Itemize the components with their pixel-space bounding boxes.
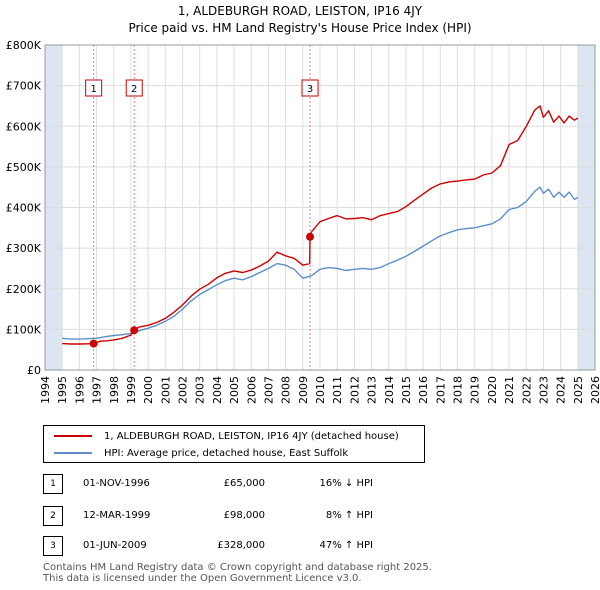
y-tick-label: £600K (6, 120, 42, 133)
price-chart: £0 £100K £200K £300K £400K £500K £600K £700K £80… (6, 39, 600, 404)
purchase-label-box (125, 79, 143, 97)
y-tick-label: £100K (6, 323, 42, 336)
transaction-badge: 3 (43, 536, 63, 556)
x-tick-label: 1995 (56, 376, 69, 404)
footer-copyright: Contains HM Land Registry data © Crown c… (43, 562, 432, 573)
x-tick-label: 2022 (520, 376, 533, 404)
legend: 1, ALDEBURGH ROAD, LEISTON, IP16 4JY (de… (43, 425, 425, 463)
transaction-row-1: 1 01-NOV-1996 £65,000 16% ↓ HPI (43, 474, 463, 494)
transaction-hpi: 47% ↑ HPI (319, 540, 373, 551)
x-tick-label: 2007 (262, 376, 275, 404)
transaction-hpi: 16% ↓ HPI (319, 478, 373, 489)
x-tick-label: 2003 (194, 376, 207, 404)
x-tick-label: 2021 (503, 376, 516, 404)
transaction-price: £98,000 (223, 510, 265, 521)
hpi-line (62, 186, 579, 340)
purchase-label-box (301, 79, 319, 97)
x-tick-label: 2006 (245, 376, 258, 404)
x-tick-label: 2015 (400, 376, 413, 404)
legend-label-property: 1, ALDEBURGH ROAD, LEISTON, IP16 4JY (de… (104, 430, 399, 442)
transaction-date: 01-NOV-1996 (83, 478, 150, 489)
x-tick-label: 2019 (469, 376, 482, 404)
chart-title: 1, ALDEBURGH ROAD, LEISTON, IP16 4JY (177, 4, 423, 18)
y-tick-label: £300K (6, 242, 42, 255)
transaction-badge: 2 (43, 506, 63, 526)
x-tick-label: 1997 (91, 376, 104, 404)
y-tick-label: £800K (6, 39, 42, 52)
x-tick-label: 1994 (39, 376, 52, 404)
x-tick-label: 2013 (366, 376, 379, 404)
x-tick-label: 1996 (73, 376, 86, 404)
legend-swatch-property (54, 435, 92, 437)
transaction-price: £328,000 (217, 540, 265, 551)
x-tick-label: 2012 (348, 376, 361, 404)
y-tick-label: £200K (6, 283, 42, 296)
transaction-row-2: 2 12-MAR-1999 £98,000 8% ↑ HPI (43, 506, 463, 526)
x-tick-label: 2009 (297, 376, 310, 404)
purchase-label: 2 (131, 84, 137, 95)
footer-license: This data is licensed under the Open Gov… (43, 573, 362, 584)
purchase-point (306, 232, 315, 241)
x-tick-label: 1999 (125, 376, 138, 404)
legend-item-property: 1, ALDEBURGH ROAD, LEISTON, IP16 4JY (de… (54, 428, 399, 444)
x-tick-label: 2001 (159, 376, 172, 404)
y-tick-label: £500K (6, 161, 42, 174)
x-tick-label: 2000 (142, 376, 155, 404)
transaction-price: £65,000 (223, 478, 265, 489)
transaction-date: 01-JUN-2009 (83, 540, 147, 551)
x-tick-label: 2017 (434, 376, 447, 404)
chart-subtitle: Price paid vs. HM Land Registry's House … (128, 21, 472, 35)
x-tick-label: 2004 (211, 376, 224, 404)
transaction-badge: 1 (43, 474, 63, 494)
legend-item-hpi: HPI: Average price, detached house, East… (54, 445, 348, 461)
purchase-point (130, 326, 139, 335)
x-tick-label: 2025 (572, 376, 585, 404)
purchase-label: 3 (307, 84, 313, 95)
x-tick-label: 2010 (314, 376, 327, 404)
property-price-line (62, 105, 579, 345)
transaction-hpi: 8% ↑ HPI (325, 510, 373, 521)
y-tick-label: £400K (6, 202, 42, 215)
x-tick-label: 2005 (228, 376, 241, 404)
x-tick-label: 2018 (452, 376, 465, 404)
x-tick-label: 2026 (589, 376, 600, 404)
purchase-label: 1 (90, 84, 96, 95)
transaction-row-3: 3 01-JUN-2009 £328,000 47% ↑ HPI (43, 536, 463, 556)
x-tick-label: 2014 (383, 376, 396, 404)
y-tick-label: £0 (27, 364, 41, 377)
plot-frame (44, 44, 596, 371)
x-tick-label: 2016 (417, 376, 430, 404)
x-tick-label: 2024 (555, 376, 568, 404)
transaction-date: 12-MAR-1999 (83, 510, 151, 521)
x-tick-label: 2002 (177, 376, 190, 404)
purchase-label-box (85, 79, 103, 97)
purchase-point (89, 339, 98, 348)
x-tick-label: 2011 (331, 376, 344, 404)
x-tick-label: 2020 (486, 376, 499, 404)
x-tick-label: 2023 (537, 376, 550, 404)
legend-label-hpi: HPI: Average price, detached house, East… (104, 447, 349, 459)
x-tick-label: 2008 (280, 376, 293, 404)
legend-swatch-hpi (54, 452, 92, 454)
x-tick-label: 1998 (108, 376, 121, 404)
y-tick-label: £700K (6, 80, 42, 93)
